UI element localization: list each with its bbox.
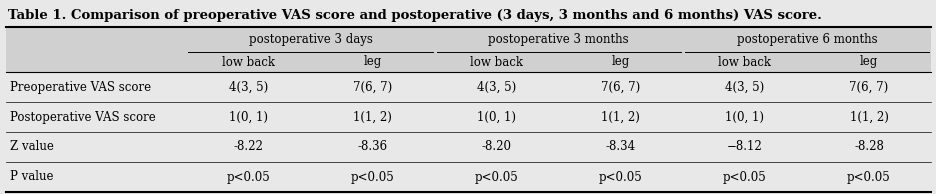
Text: leg: leg: [859, 55, 877, 68]
Text: leg: leg: [363, 55, 381, 68]
Bar: [6, 102, 930, 132]
Text: low back: low back: [222, 55, 274, 68]
Bar: [6, 4, 930, 26]
Bar: [6, 72, 930, 102]
Text: Postoperative VAS score: Postoperative VAS score: [10, 111, 155, 124]
Text: -8.20: -8.20: [481, 140, 511, 153]
Text: p<0.05: p<0.05: [227, 171, 270, 184]
Text: 7(6, 7): 7(6, 7): [601, 81, 639, 94]
Text: 7(6, 7): 7(6, 7): [353, 81, 392, 94]
Text: postoperative 6 months: postoperative 6 months: [736, 34, 876, 47]
Text: 1(1, 2): 1(1, 2): [601, 111, 639, 124]
Text: 7(6, 7): 7(6, 7): [848, 81, 887, 94]
Text: -8.36: -8.36: [358, 140, 388, 153]
Text: 1(0, 1): 1(0, 1): [476, 111, 516, 124]
Text: 4(3, 5): 4(3, 5): [476, 81, 516, 94]
Text: 1(0, 1): 1(0, 1): [724, 111, 764, 124]
Text: P value: P value: [10, 171, 53, 184]
Text: p<0.05: p<0.05: [723, 171, 766, 184]
Bar: [6, 28, 930, 72]
Text: -8.22: -8.22: [233, 140, 263, 153]
Text: low back: low back: [718, 55, 770, 68]
Bar: [6, 132, 930, 162]
Text: −8.12: −8.12: [726, 140, 762, 153]
Text: p<0.05: p<0.05: [846, 171, 890, 184]
Text: Preoperative VAS score: Preoperative VAS score: [10, 81, 151, 94]
Text: -8.28: -8.28: [853, 140, 883, 153]
Text: 4(3, 5): 4(3, 5): [228, 81, 268, 94]
Text: postoperative 3 months: postoperative 3 months: [488, 34, 628, 47]
Text: p<0.05: p<0.05: [598, 171, 642, 184]
Bar: [6, 162, 930, 192]
Text: -8.34: -8.34: [605, 140, 636, 153]
Text: 1(1, 2): 1(1, 2): [849, 111, 887, 124]
Text: 1(1, 2): 1(1, 2): [353, 111, 391, 124]
Text: 4(3, 5): 4(3, 5): [724, 81, 764, 94]
Text: postoperative 3 days: postoperative 3 days: [248, 34, 372, 47]
Text: leg: leg: [611, 55, 629, 68]
Text: p<0.05: p<0.05: [350, 171, 394, 184]
Text: Table 1. Comparison of preoperative VAS score and postoperative (3 days, 3 month: Table 1. Comparison of preoperative VAS …: [8, 9, 821, 22]
Text: Z value: Z value: [10, 140, 53, 153]
Text: 1(0, 1): 1(0, 1): [228, 111, 268, 124]
Text: low back: low back: [470, 55, 522, 68]
Text: p<0.05: p<0.05: [475, 171, 518, 184]
